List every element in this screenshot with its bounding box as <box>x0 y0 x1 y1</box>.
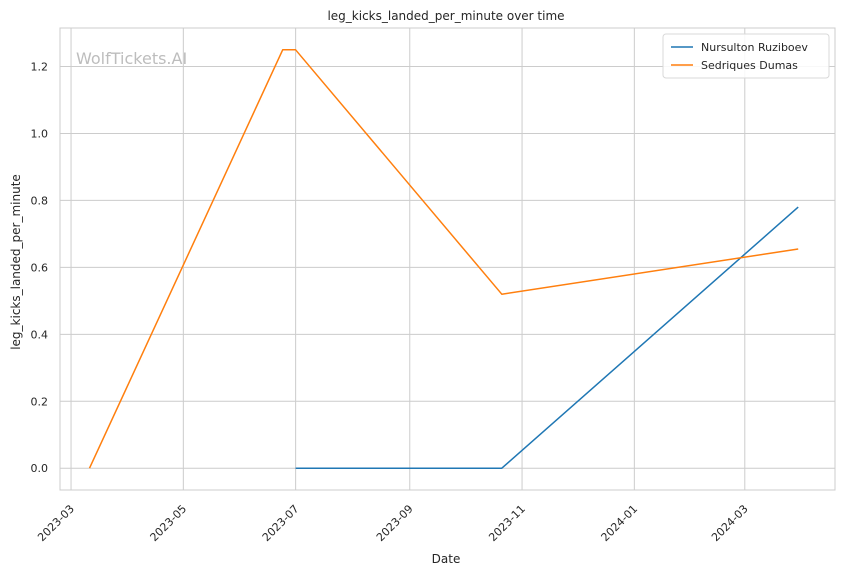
y-axis-label: leg_kicks_landed_per_minute <box>9 174 23 350</box>
legend-label: Nursulton Ruziboev <box>701 41 808 54</box>
y-tick-label: 0.0 <box>31 462 49 475</box>
plot-frame <box>59 27 836 491</box>
watermark: WolfTickets.AI <box>76 49 187 68</box>
series-line-nursulton-ruziboev <box>295 206 799 469</box>
chart-title: leg_kicks_landed_per_minute over time <box>327 9 564 23</box>
y-tick-label: 1.0 <box>31 127 49 140</box>
series-line-sedriques-dumas <box>88 49 799 469</box>
y-tick-label: 0.2 <box>31 395 49 408</box>
legend-label: Sedriques Dumas <box>701 59 798 72</box>
y-tick-label: 1.2 <box>31 61 49 74</box>
x-axis-label: Date <box>432 552 461 566</box>
y-tick-label: 0.4 <box>31 328 49 341</box>
y-tick-label: 0.6 <box>31 261 49 274</box>
legend <box>662 33 830 79</box>
y-tick-label: 0.8 <box>31 194 49 207</box>
